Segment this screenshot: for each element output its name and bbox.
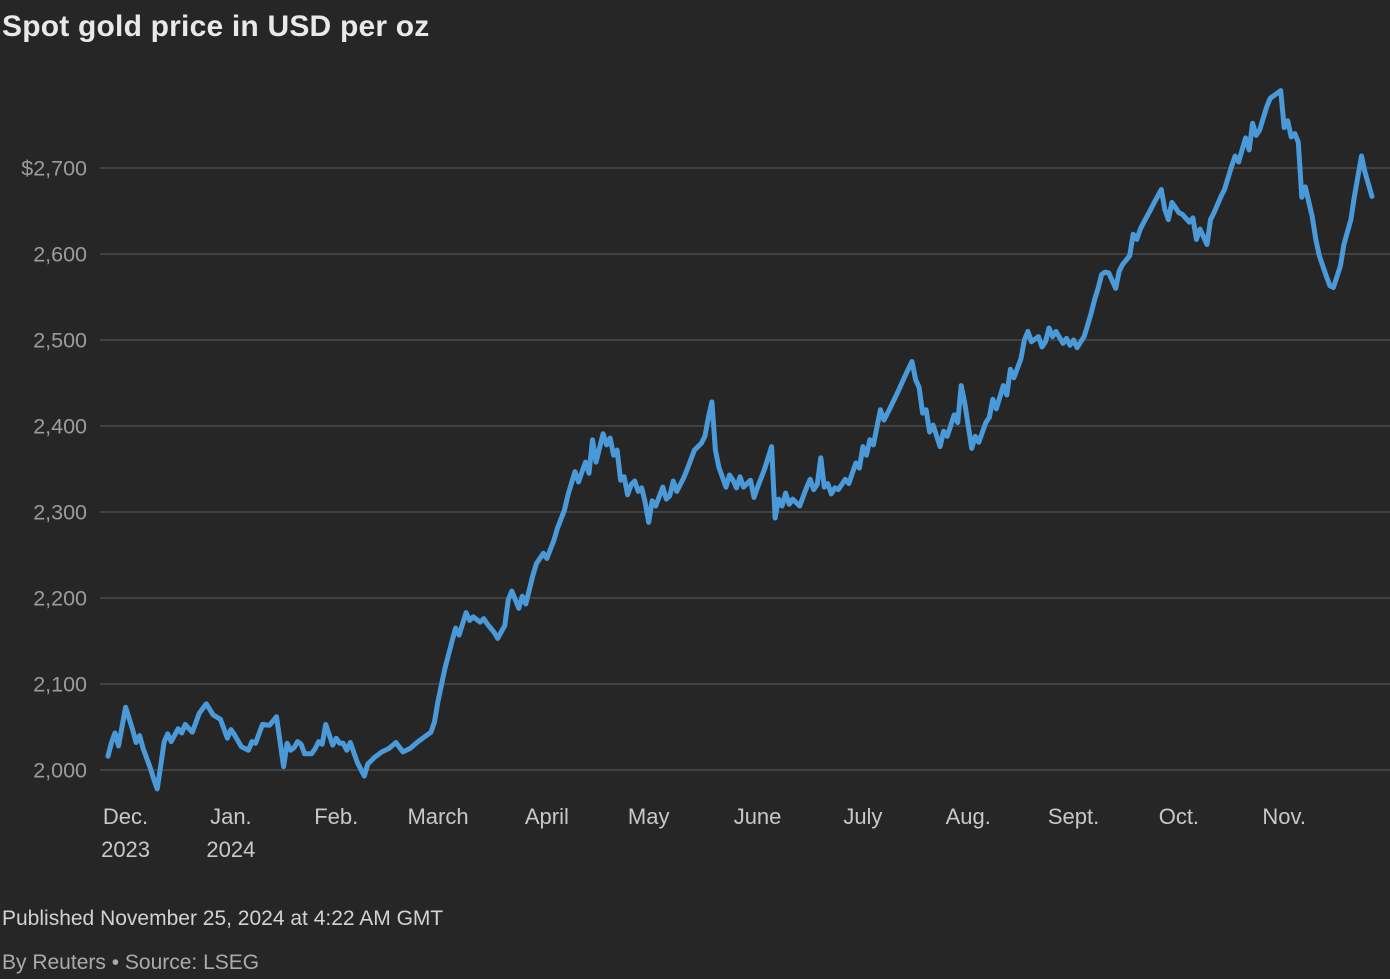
y-tick-label: 2,600 [33,243,87,267]
y-tick-label: $2,700 [21,157,87,181]
x-tick-label: March [407,804,468,829]
x-tick-label: Aug. [946,804,991,829]
y-tick-label: 2,200 [33,587,87,611]
x-tick-label: July [843,804,882,829]
x-tick-label: April [525,804,569,829]
chart-title: Spot gold price in USD per oz [2,10,430,43]
y-tick-label: 2,400 [33,415,87,439]
y-tick-label: 2,100 [33,673,87,697]
y-tick-label: 2,500 [33,329,87,353]
x-tick-label: June [734,804,782,829]
x-tick-label: Feb. [314,804,358,829]
byline-source: By Reuters • Source: LSEG [2,951,260,974]
x-tick-label: Oct. [1159,804,1199,829]
x-tick-label: Nov. [1262,804,1306,829]
x-tick-label: Dec. [103,804,148,829]
gold-price-line [105,88,1375,792]
x-tick-label: May [628,804,670,829]
x-tick-label: Sept. [1048,804,1099,829]
x-tick-label: Jan. [210,804,252,829]
y-tick-label: 2,300 [33,501,87,525]
y-tick-label: 2,000 [33,759,87,783]
published-timestamp: Published November 25, 2024 at 4:22 AM G… [2,907,444,930]
x-tick-year-label: 2023 [101,837,150,862]
x-tick-year-label: 2024 [206,837,255,862]
